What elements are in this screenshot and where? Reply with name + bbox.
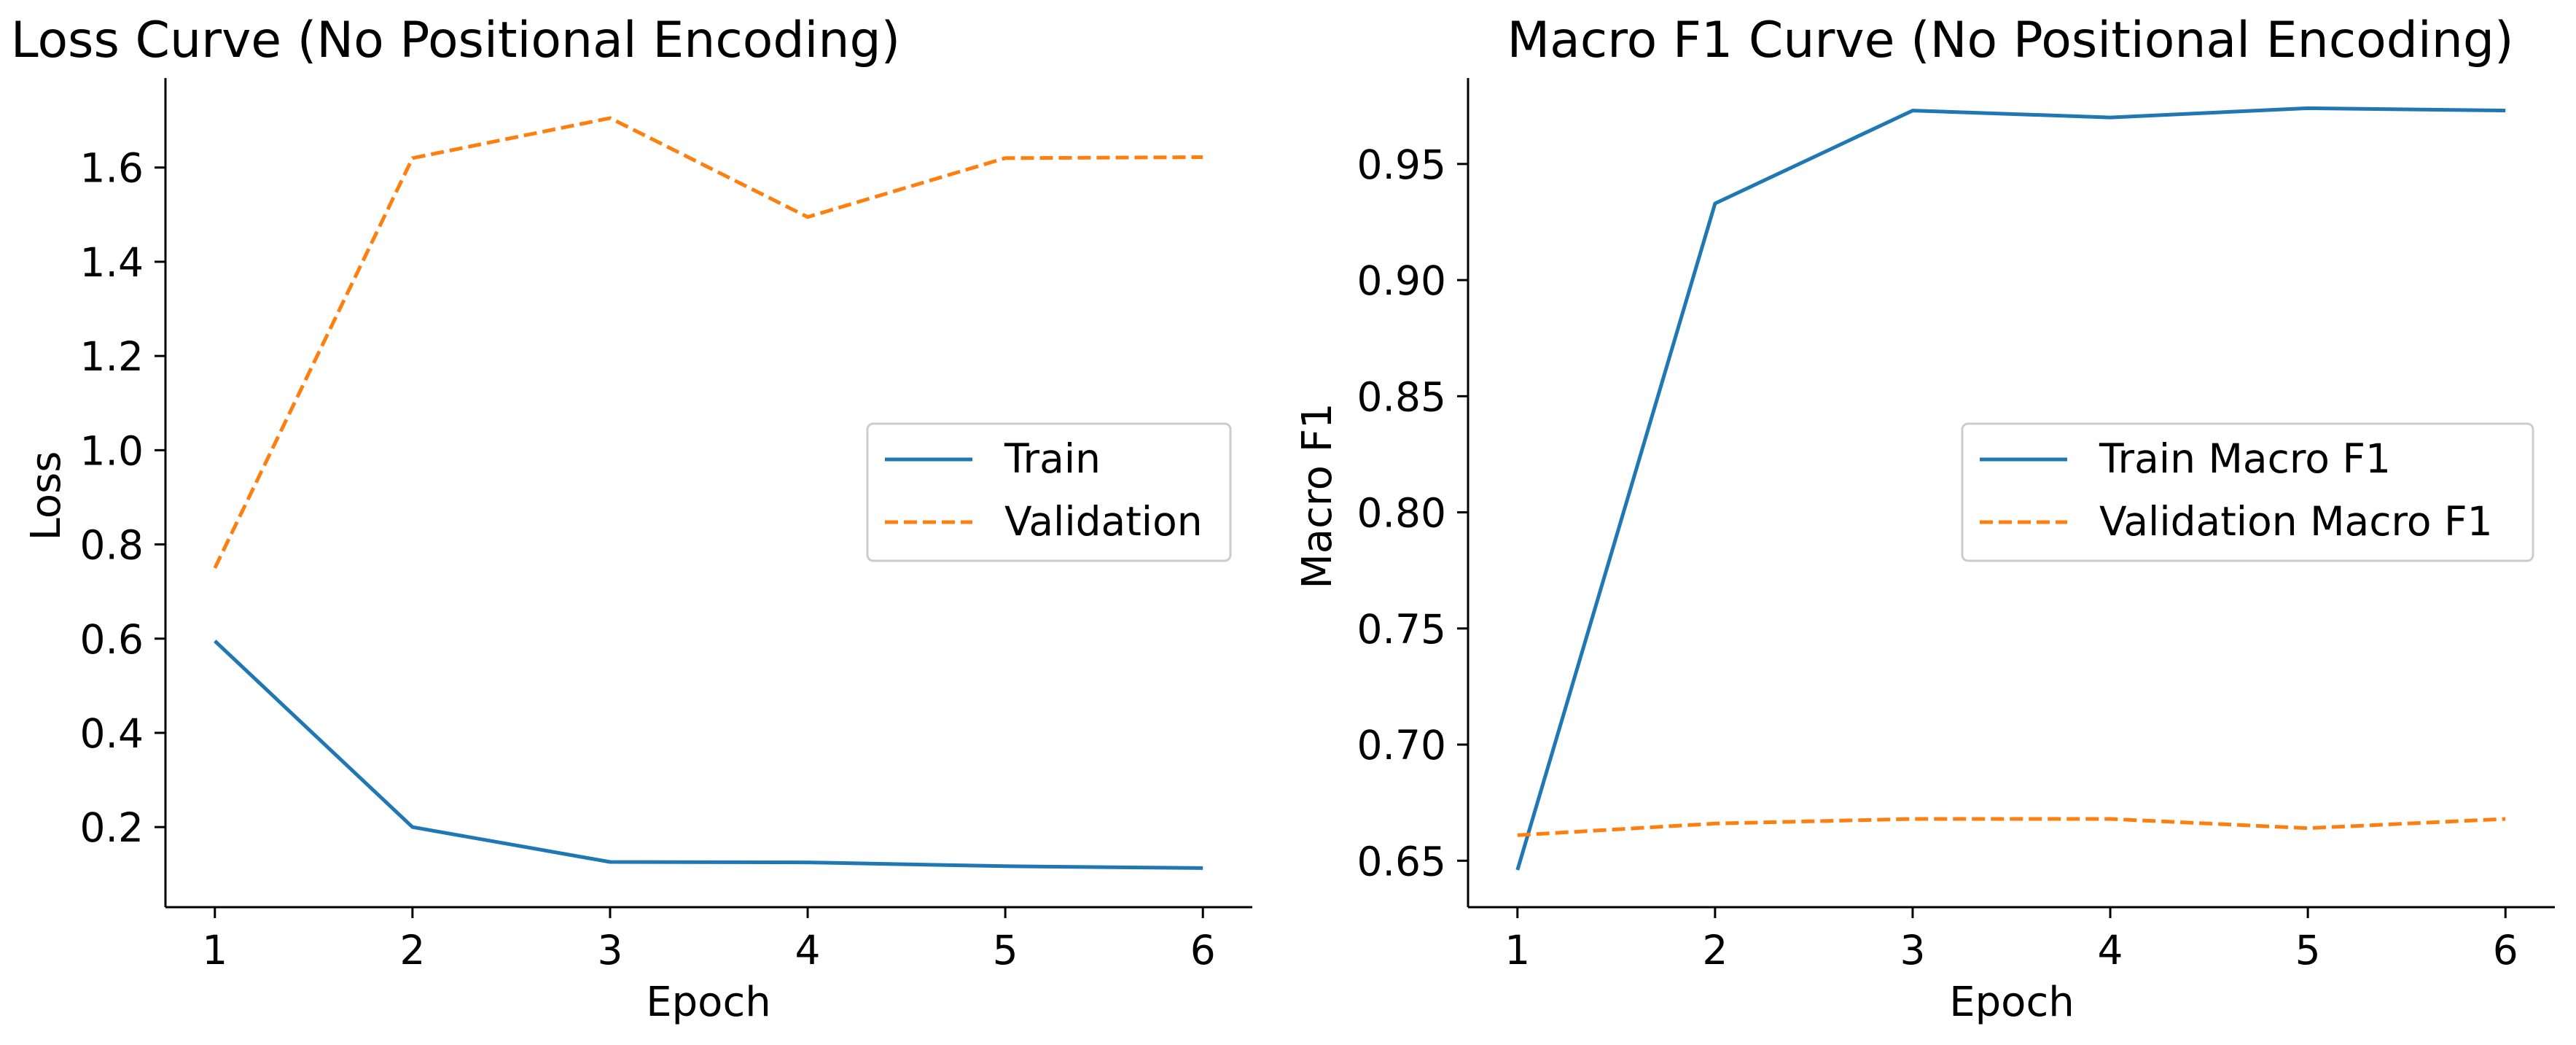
loss-chart-title: Loss Curve (No Positional Encoding) [11, 12, 900, 69]
loss-x-tick-label: 4 [795, 927, 821, 974]
macro-f1-legend-label-train: Train Macro F1 [2099, 435, 2391, 482]
macro-f1-y-tick-label: 0.65 [1357, 838, 1446, 885]
macro-f1-y-tick-label: 0.95 [1357, 141, 1446, 188]
loss-legend: Train Validation [866, 422, 1232, 562]
loss-y-tick-label: 1.0 [80, 427, 144, 474]
loss-train-series-line [214, 640, 1203, 870]
macro-f1-y-axis-label: Macro F1 [1294, 403, 1341, 588]
macro-f1-x-tick-label: 4 [2098, 927, 2123, 974]
loss-chart: Loss Curve (No Positional Encoding) 1 2 3 4… [11, 12, 1252, 1026]
macro-f1-chart-title: Macro F1 Curve (No Positional Encoding) [1507, 12, 2513, 69]
loss-y-tick-label: 0.4 [80, 710, 144, 757]
loss-x-tick-label: 2 [399, 927, 425, 974]
macro-f1-y-ticks: 0.65 0.70 0.75 0.80 0.85 0.90 0.95 [1357, 141, 1468, 885]
macro-f1-y-tick-label: 0.75 [1357, 606, 1446, 653]
macro-f1-legend: Train Macro F1 Validation Macro F1 [1961, 422, 2534, 562]
loss-x-axis-label: Epoch [646, 979, 770, 1026]
macro-f1-plot-area [1515, 106, 2506, 871]
loss-x-tick-label: 1 [202, 927, 227, 974]
macro-f1-y-tick-label: 0.85 [1357, 373, 1446, 420]
macro-f1-chart: Macro F1 Curve (No Positional Encoding) … [1294, 12, 2555, 1026]
loss-legend-label-train: Train [1004, 435, 1101, 482]
loss-y-tick-label: 1.4 [80, 239, 144, 286]
macro-f1-x-tick-label: 6 [2493, 927, 2518, 974]
loss-y-ticks: 0.2 0.4 0.6 0.8 1.0 1.2 1.4 1.6 [80, 145, 165, 851]
loss-x-tick-label: 3 [597, 927, 622, 974]
loss-y-tick-label: 0.6 [80, 616, 144, 663]
loss-legend-label-validation: Validation [1004, 498, 1203, 545]
loss-plot-area [213, 116, 1203, 870]
macro-f1-y-tick-label: 0.70 [1357, 722, 1446, 769]
loss-x-ticks: 1 2 3 4 5 6 [202, 907, 1216, 974]
macro-f1-x-tick-label: 2 [1702, 927, 1728, 974]
macro-f1-x-tick-label: 3 [1900, 927, 1925, 974]
loss-validation-series-line [213, 116, 1203, 569]
loss-y-axis-label: Loss [23, 451, 70, 541]
macro-f1-x-ticks: 1 2 3 4 5 6 [1504, 907, 2518, 974]
loss-y-tick-label: 0.8 [80, 522, 144, 569]
macro-f1-legend-frame [1961, 422, 2534, 562]
macro-f1-train-series-line [1515, 106, 2506, 871]
loss-x-tick-label: 5 [993, 927, 1018, 974]
loss-x-tick-label: 6 [1190, 927, 1216, 974]
macro-f1-x-tick-label: 5 [2295, 927, 2321, 974]
macro-f1-y-tick-label: 0.80 [1357, 490, 1446, 537]
loss-y-tick-label: 1.6 [80, 145, 144, 192]
macro-f1-legend-label-validation: Validation Macro F1 [2099, 498, 2493, 545]
macro-f1-y-tick-label: 0.90 [1357, 257, 1446, 304]
loss-y-tick-label: 0.2 [80, 804, 144, 851]
macro-f1-x-axis-label: Epoch [1949, 979, 2074, 1026]
macro-f1-validation-series-line [1517, 817, 2506, 837]
loss-y-tick-label: 1.2 [80, 333, 144, 380]
macro-f1-x-tick-label: 1 [1504, 927, 1530, 974]
